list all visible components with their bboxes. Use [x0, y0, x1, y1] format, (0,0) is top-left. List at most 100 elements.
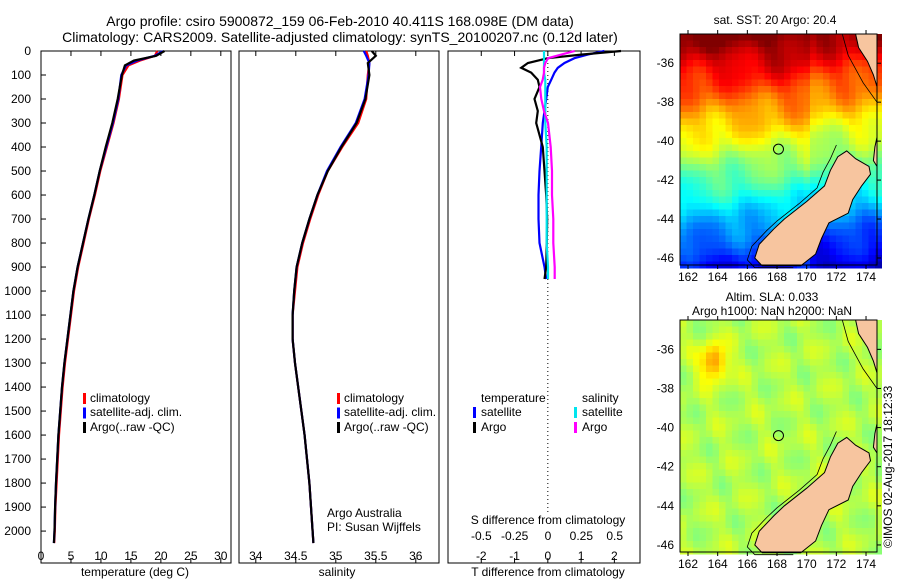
map-cell — [732, 60, 739, 67]
map-cell — [823, 73, 830, 80]
map-cell — [745, 482, 752, 490]
map-cell — [875, 242, 882, 249]
map-cell — [686, 424, 694, 431]
salinity-panel: salinity climatology satellite-adj. clim… — [238, 50, 440, 579]
map-cell — [790, 320, 798, 327]
map-cell — [732, 547, 739, 555]
map-cell — [790, 456, 798, 464]
map-cell — [719, 378, 726, 386]
map-cell — [797, 112, 804, 119]
map-cell — [738, 242, 746, 249]
map-cell — [699, 372, 707, 379]
map-cell — [693, 320, 700, 327]
map-cell — [680, 495, 687, 503]
map-cell — [719, 489, 726, 496]
map-cell — [784, 443, 791, 451]
map-cell — [745, 385, 752, 392]
map-cell — [758, 372, 765, 379]
map-cell — [719, 203, 726, 210]
map-cell — [758, 34, 765, 41]
map-cell — [706, 469, 713, 477]
map-cell — [842, 385, 850, 392]
map-cell — [699, 196, 707, 204]
map-cell — [777, 411, 785, 418]
map-cell — [686, 528, 694, 535]
map-cell — [738, 144, 746, 152]
map-cell — [680, 255, 687, 262]
map-cell — [719, 521, 726, 529]
map-cell — [849, 229, 856, 236]
map-cell — [816, 391, 824, 399]
map-cell — [758, 47, 765, 54]
map-cell — [732, 515, 739, 522]
map-cell — [725, 40, 733, 48]
map-cell — [693, 164, 700, 171]
map-cell — [725, 489, 733, 496]
map-cell — [836, 326, 843, 334]
map-cell — [797, 320, 804, 327]
map-cell — [706, 131, 713, 139]
map-cell — [751, 40, 759, 48]
map-cell — [751, 326, 759, 334]
map-cell — [797, 86, 804, 93]
map-cell — [803, 53, 811, 61]
map-cell — [719, 229, 726, 236]
map-cell — [745, 92, 752, 100]
legend-swatch — [83, 407, 86, 419]
map-cell — [816, 424, 824, 431]
map-cell — [738, 248, 746, 256]
map-cell — [719, 157, 726, 165]
map-cell — [725, 443, 733, 451]
map-cell — [875, 469, 882, 477]
map-cell — [764, 339, 772, 347]
lat-tick-label: -46 — [657, 251, 675, 265]
map-cell — [823, 79, 830, 87]
map-cell — [790, 482, 798, 490]
map-cell — [842, 255, 850, 262]
map-cell — [790, 365, 798, 373]
map-cell — [771, 489, 778, 496]
profile-line-climatology — [291, 50, 371, 544]
map-cell — [719, 346, 726, 353]
map-cell — [764, 60, 772, 67]
map-cell — [868, 417, 876, 425]
map-cell — [855, 430, 863, 438]
map-cell — [758, 463, 765, 470]
map-cell — [758, 352, 765, 360]
map-cell — [842, 47, 850, 54]
map-cell — [875, 144, 882, 152]
map-cell — [680, 125, 687, 132]
map-cell — [732, 463, 739, 470]
map-cell — [842, 144, 850, 152]
map-cell — [706, 229, 713, 236]
map-cell — [706, 157, 713, 165]
map-cell — [823, 118, 830, 126]
map-cell — [836, 391, 843, 399]
map-cell — [686, 99, 694, 106]
map-cell — [725, 138, 733, 145]
map-cell — [862, 391, 869, 399]
map-cell — [719, 164, 726, 171]
map-cell — [823, 547, 830, 555]
map-cell — [764, 333, 772, 340]
map-cell — [771, 34, 778, 41]
map-cell — [862, 105, 869, 113]
map-cell — [699, 47, 707, 54]
map-cell — [745, 144, 752, 152]
map-cell — [693, 242, 700, 249]
map-cell — [693, 157, 700, 165]
map-cell — [764, 222, 772, 230]
map-cell — [758, 476, 765, 483]
map-cell — [686, 541, 694, 548]
s-tick-label: -0.25 — [501, 529, 529, 543]
map-cell — [836, 352, 843, 360]
map-cell — [712, 53, 720, 61]
map-cell — [810, 398, 817, 405]
map-cell — [842, 73, 850, 80]
map-cell — [849, 489, 856, 496]
map-cell — [836, 255, 843, 262]
map-cell — [764, 203, 772, 210]
map-cell — [719, 255, 726, 262]
map-cell — [680, 47, 687, 54]
map-cell — [680, 190, 687, 197]
